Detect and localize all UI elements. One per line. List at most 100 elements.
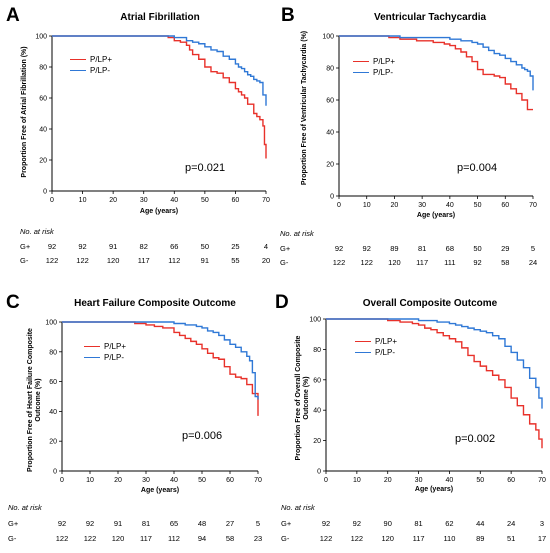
y-tick-label: 0 [53, 469, 57, 476]
y-tick-label: 60 [313, 377, 321, 384]
y-tick-label: 80 [313, 347, 321, 354]
p-value: p=0.021 [185, 162, 226, 174]
risk-count: 122 [76, 256, 89, 265]
risk-count: 111 [444, 258, 456, 267]
legend-entry-plp-neg: P/LP- [353, 67, 395, 78]
x-tick-label: 30 [140, 197, 148, 204]
x-tick-label: 70 [538, 477, 546, 484]
risk-count: 112 [168, 256, 181, 265]
survival-curve-plp-pos [339, 35, 533, 111]
chart-title: Heart Failure Composite Outcome [74, 298, 236, 309]
risk-count: 81 [141, 519, 151, 528]
legend-swatch [353, 72, 369, 73]
x-tick-label: 40 [170, 477, 178, 484]
risk-count: 122 [83, 534, 97, 543]
legend-label: P/LP- [104, 353, 125, 362]
risk-count: 112 [168, 534, 180, 543]
risk-count: 92 [473, 258, 482, 267]
x-tick-label: 70 [529, 202, 537, 209]
legend-entry-plp-pos: P/LP+ [84, 341, 126, 352]
risk-count: 55 [231, 256, 240, 265]
risk-count: 82 [139, 242, 148, 251]
chart-title: Ventricular Tachycardia [373, 12, 487, 23]
x-tick-label: 30 [415, 477, 423, 484]
chart-title: Overall Composite Outcome [362, 298, 498, 309]
chart-title: Atrial Fibrillation [120, 12, 200, 23]
risk-group-label: G- [280, 258, 289, 267]
x-tick-label: 50 [474, 202, 482, 209]
risk-count: 58 [225, 534, 235, 543]
risk-count: 66 [170, 242, 179, 251]
risk-count: 27 [225, 519, 235, 528]
risk-count: 81 [417, 244, 427, 253]
risk-count: 48 [197, 519, 207, 528]
risk-count: 3 [539, 519, 545, 528]
y-tick-label: 60 [49, 379, 57, 386]
risk-group-label: G- [281, 534, 290, 543]
legend-label: P/LP+ [373, 57, 396, 66]
legend-swatch [70, 59, 86, 60]
risk-group-label: G- [8, 534, 17, 543]
risk-count: 92 [78, 242, 87, 251]
risk-count: 120 [381, 534, 394, 543]
risk-count: 117 [140, 534, 152, 543]
panel-letter: D [275, 292, 289, 313]
risk-count: 58 [501, 258, 510, 267]
risk-group-label: G- [20, 256, 29, 265]
x-tick-label: 0 [60, 477, 64, 484]
legend-label: P/LP+ [375, 337, 398, 346]
risk-count: 122 [45, 256, 59, 265]
legend-swatch [70, 70, 86, 71]
y-tick-label: 40 [39, 127, 47, 134]
y-tick-label: 100 [45, 320, 57, 327]
risk-count: 68 [445, 244, 455, 253]
y-tick-label: 40 [326, 130, 334, 137]
y-tick-label: 40 [49, 409, 57, 416]
legend-swatch [84, 357, 100, 358]
survival-curve-plp-pos [52, 35, 267, 159]
x-tick-label: 50 [201, 197, 209, 204]
risk-count: 25 [231, 242, 240, 251]
y-tick-label: 20 [313, 438, 321, 445]
y-tick-label: 60 [326, 98, 334, 105]
survival-curve-plp-neg [62, 321, 259, 400]
legend: P/LP+ P/LP- [355, 336, 397, 358]
legend-label: P/LP+ [104, 342, 127, 351]
risk-count: 92 [352, 519, 362, 528]
x-tick-label: 10 [79, 197, 87, 204]
legend-swatch [355, 352, 371, 353]
risk-table-title: No. at risk [8, 503, 42, 512]
p-value: p=0.004 [457, 162, 498, 174]
risk-count: 51 [506, 534, 516, 543]
x-tick-label: 20 [384, 477, 392, 484]
risk-count: 91 [200, 256, 210, 265]
plot-svg: 0 20 40 60 80 100 0 10 20 30 40 50 60 70 [309, 317, 546, 485]
legend-entry-plp-neg: P/LP- [70, 65, 112, 76]
y-tick-label: 20 [326, 162, 334, 169]
y-tick-label: 100 [322, 34, 334, 41]
risk-count: 50 [200, 242, 210, 251]
x-tick-label: 0 [50, 197, 54, 204]
x-tick-label: 60 [501, 202, 509, 209]
panel-letter: C [6, 292, 20, 313]
legend-label: P/LP- [373, 68, 394, 77]
x-tick-label: 10 [86, 477, 94, 484]
risk-count: 90 [383, 519, 392, 528]
y-tick-label: 100 [309, 317, 321, 324]
legend-entry-plp-pos: P/LP+ [355, 336, 397, 347]
plot-svg: 0 20 40 60 80 100 0 10 20 30 40 50 60 70 [45, 320, 262, 485]
survival-curve-plp-pos [62, 321, 259, 416]
y-tick-label: 80 [39, 65, 47, 72]
x-tick-label: 70 [262, 197, 270, 204]
x-tick-label: 50 [198, 477, 206, 484]
y-tick-label: 80 [326, 66, 334, 73]
x-tick-label: 60 [232, 197, 240, 204]
legend-entry-plp-pos: P/LP+ [70, 54, 112, 65]
y-tick-label: 60 [39, 96, 47, 103]
risk-count: 122 [319, 534, 333, 543]
x-tick-label: 10 [363, 202, 371, 209]
risk-group-label: G+ [8, 519, 19, 528]
risk-count: 122 [55, 534, 69, 543]
risk-count: 91 [113, 519, 123, 528]
risk-table-title: No. at risk [280, 229, 314, 238]
